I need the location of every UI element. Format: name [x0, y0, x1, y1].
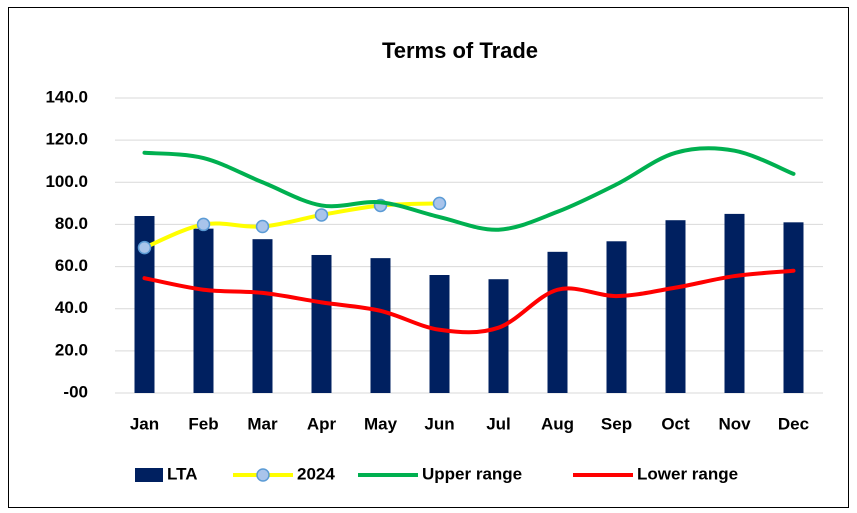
x-tick-label: Sep	[601, 414, 632, 433]
bar	[429, 275, 450, 393]
legend-label: LTA	[167, 464, 198, 483]
legend-label: Upper range	[422, 464, 522, 483]
marker	[196, 217, 211, 232]
legend-marker	[256, 468, 270, 482]
y-tick-label: -00	[63, 382, 88, 401]
legend-label: Lower range	[637, 464, 738, 483]
bar	[134, 216, 155, 393]
bar	[193, 228, 214, 393]
bar	[724, 213, 745, 393]
y-tick-label: 40.0	[55, 298, 88, 317]
x-tick-label: Apr	[307, 414, 337, 433]
legend-swatch	[135, 468, 163, 482]
bar	[665, 220, 686, 393]
x-tick-label: Dec	[778, 414, 809, 433]
bar	[311, 254, 332, 393]
x-tick-label: May	[364, 414, 398, 433]
bar	[370, 258, 391, 393]
y-tick-label: 100.0	[45, 172, 88, 191]
x-tick-label: Nov	[718, 414, 751, 433]
x-tick-label: Oct	[661, 414, 690, 433]
y-tick-label: 120.0	[45, 130, 88, 149]
legend-label: 2024	[297, 464, 335, 483]
marker	[255, 219, 270, 234]
y-tick-label: 140.0	[45, 87, 88, 106]
marker	[137, 240, 152, 255]
x-tick-label: Mar	[247, 414, 278, 433]
bar	[252, 239, 273, 393]
line	[142, 268, 796, 335]
bar	[606, 241, 627, 393]
y-tick-label: 20.0	[55, 340, 88, 359]
marker	[432, 196, 447, 211]
x-tick-label: Aug	[541, 414, 574, 433]
x-tick-label: Feb	[188, 414, 218, 433]
bar	[783, 222, 804, 393]
marker	[314, 208, 329, 222]
bar	[488, 279, 509, 393]
x-tick-label: Jun	[424, 414, 454, 433]
x-tick-label: Jan	[130, 414, 159, 433]
x-tick-label: Jul	[486, 414, 511, 433]
line	[142, 146, 796, 232]
y-tick-label: 60.0	[55, 256, 88, 275]
bar	[547, 251, 568, 393]
chart-title: Terms of Trade	[382, 38, 538, 63]
y-tick-label: 80.0	[55, 214, 88, 233]
